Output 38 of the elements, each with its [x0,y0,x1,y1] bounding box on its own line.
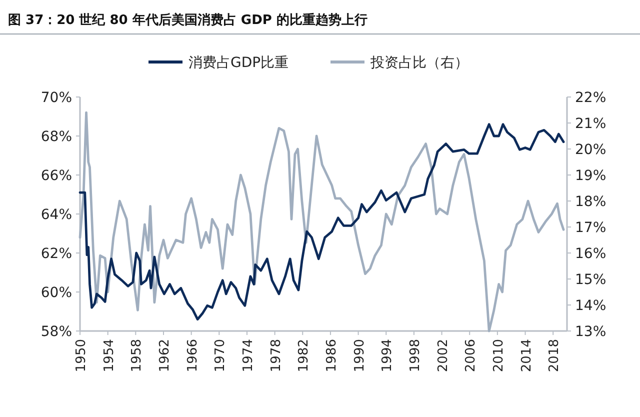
y-tick-label: 62% [40,246,72,262]
chart-title: 图 37：20 世纪 80 年代后美国消费占 GDP 的比重趋势上行 [8,12,368,28]
x-tick-label: 2006 [464,339,479,372]
x-tick-label: 1986 [324,339,340,372]
legend-label: 投资占比（右） [370,55,468,71]
x-tick-label: 2018 [547,339,562,372]
y2-tick-label: 14% [575,298,606,314]
x-tick-label: 2002 [436,339,451,372]
y2-tick-label: 15% [575,272,606,288]
y-tick-label: 66% [40,168,72,184]
y-tick-label: 64% [40,207,72,223]
x-tick-label: 1994 [380,339,396,372]
x-tick-label: 1966 [185,339,200,372]
legend-label: 消费占GDP比重 [188,55,289,71]
y2-tick-label: 18% [575,194,606,210]
y-tick-label: 60% [40,285,72,301]
x-tick-label: 1958 [130,339,145,372]
x-tick-label: 1954 [102,339,117,372]
y2-tick-label: 20% [575,142,606,158]
x-tick-label: 1978 [268,339,284,372]
x-tick-label: 1998 [408,339,423,372]
y2-tick-label: 19% [575,168,606,184]
y-tick-label: 68% [40,129,72,145]
y2-tick-label: 22% [575,90,606,106]
x-tick-label: 2014 [519,339,534,372]
x-tick-label: 2010 [491,339,506,372]
x-tick-label: 1982 [296,339,312,372]
x-tick-label: 1962 [157,339,172,372]
y2-tick-label: 17% [575,220,606,236]
y-tick-label: 58% [40,324,72,340]
x-tick-label: 1990 [352,339,368,372]
y-tick-label: 70% [40,90,72,106]
x-tick-label: 1970 [213,339,228,372]
y2-tick-label: 21% [575,116,606,132]
y2-tick-label: 16% [575,246,606,262]
x-tick-label: 1950 [74,339,89,372]
y2-tick-label: 13% [575,324,606,340]
x-tick-label: 1974 [240,339,256,372]
